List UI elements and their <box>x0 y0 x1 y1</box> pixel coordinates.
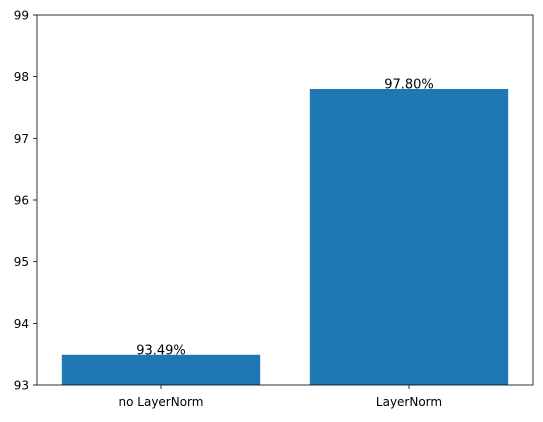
y-tick-label: 99 <box>14 9 29 23</box>
y-tick-label: 93 <box>14 379 29 393</box>
bar-no-layernorm <box>61 354 261 385</box>
data-labels-layer: 93.49% 97.80% <box>136 78 434 359</box>
bars-layer <box>61 89 509 385</box>
data-label: 97.80% <box>384 78 434 93</box>
data-label: 93.49% <box>136 343 186 358</box>
y-tick-label: 94 <box>14 317 29 331</box>
x-tick-label: LayerNorm <box>376 395 442 409</box>
plot-frame <box>36 14 534 386</box>
y-tick-label: 98 <box>14 70 29 84</box>
axes-layer: no LayerNorm LayerNorm 93 94 95 96 97 98 99 <box>14 9 534 409</box>
y-tick-label: 96 <box>14 194 29 208</box>
x-tick-label: no LayerNorm <box>119 395 204 409</box>
y-tick-label: 95 <box>14 255 29 269</box>
y-tick-label: 97 <box>14 132 29 146</box>
bar-layernorm <box>309 89 509 385</box>
